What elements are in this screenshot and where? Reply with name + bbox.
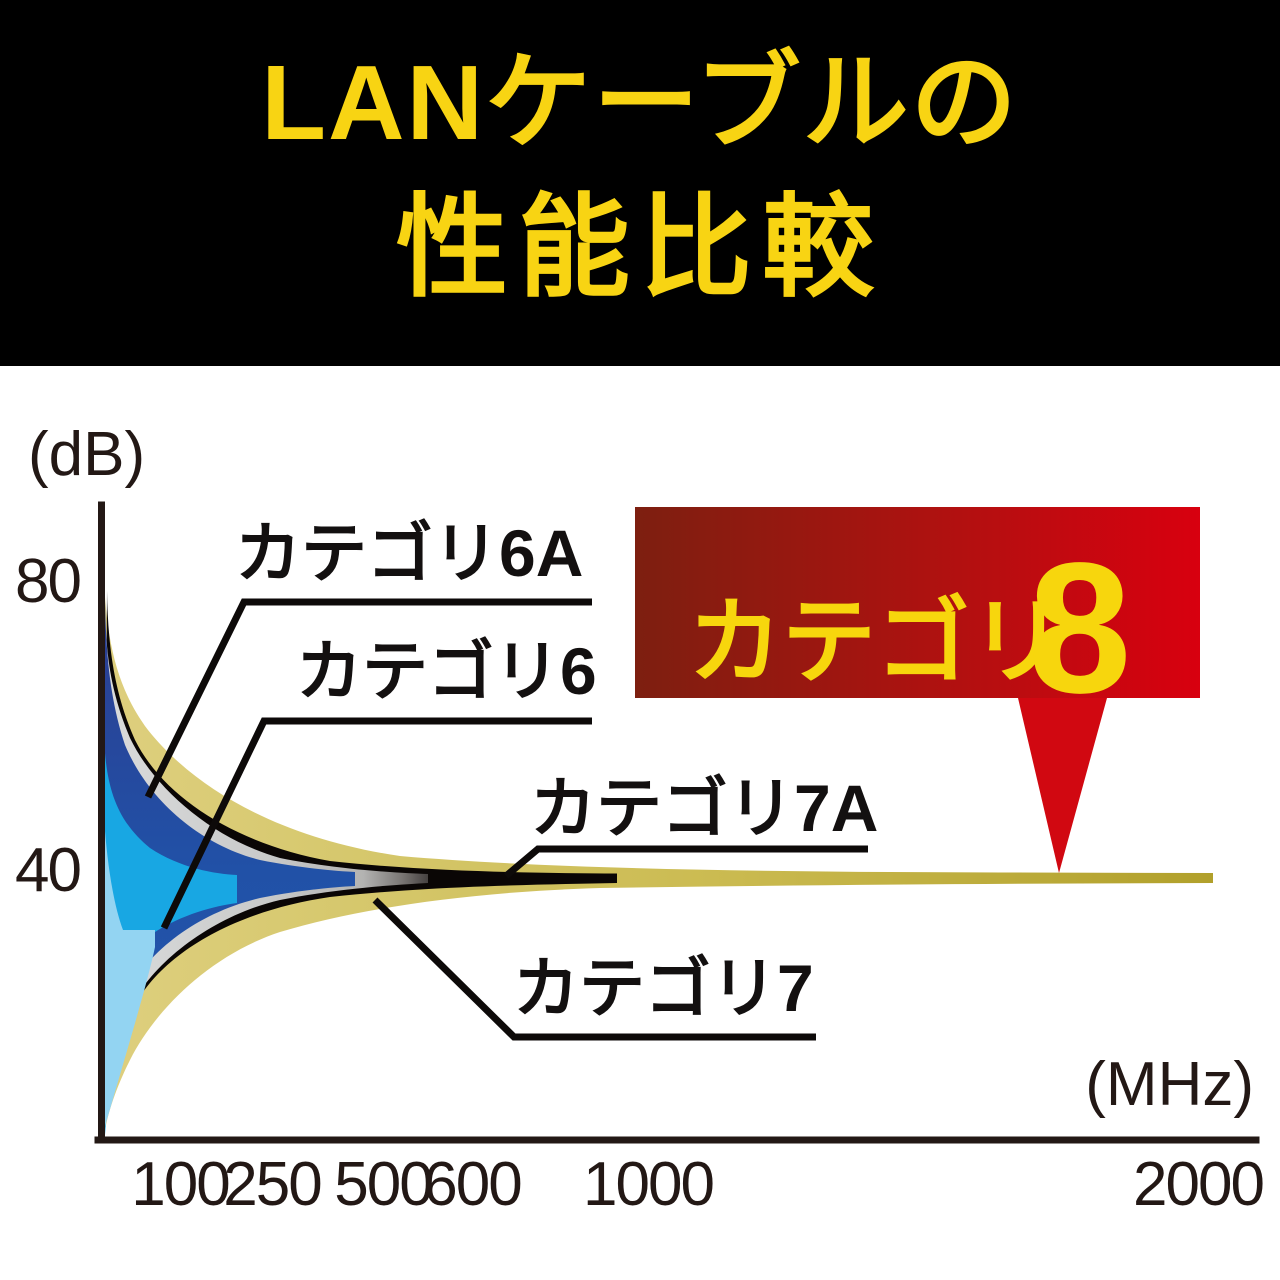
- cat8-badge-number: 8: [1028, 525, 1131, 732]
- band-cat6a-darkblue: [104, 600, 355, 1138]
- callout-labels: カテゴリ6A カテゴリ6 カテゴリ7A カテゴリ7: [235, 516, 878, 1025]
- x-tick-250: 250: [223, 1150, 321, 1219]
- x-tick-1000: 1000: [583, 1150, 713, 1219]
- callout-line-cat6a: [144, 598, 592, 799]
- cat8-badge: カテゴリ 8: [635, 507, 1200, 873]
- callout-line-cat6: [160, 717, 592, 930]
- callout-line-cat7: [372, 897, 816, 1041]
- y-tick-40: 40: [15, 836, 80, 905]
- x-tick-2000: 2000: [1133, 1150, 1263, 1219]
- callout-lines: [144, 598, 868, 1041]
- x-tick-500: 500: [334, 1150, 432, 1219]
- cat8-badge-label: カテゴリ: [688, 589, 1064, 694]
- axes: [94, 501, 1260, 1144]
- label-cat6a: カテゴリ6A: [235, 516, 583, 590]
- x-tick-600: 600: [423, 1150, 521, 1219]
- label-cat7: カテゴリ7: [513, 951, 814, 1025]
- header-banner: LANケーブルの 性能比較: [0, 0, 1280, 366]
- page-title-line1: LANケーブルの: [261, 44, 1019, 162]
- y-tick-labels: 80 40: [15, 547, 82, 905]
- callout-line-cat7a: [503, 845, 868, 879]
- y-axis-unit: (dB): [28, 420, 145, 489]
- x-axis-unit: (MHz): [1085, 1050, 1254, 1119]
- band-inner-paleblue: [104, 818, 155, 1130]
- label-cat7a: カテゴリ7A: [530, 771, 878, 845]
- band-cat7a-black: [104, 591, 617, 1138]
- cat8-badge-rect: [635, 507, 1200, 698]
- page-title-line2: 性能比較: [396, 185, 884, 310]
- band-cat8-olive: [104, 580, 1213, 1138]
- band-cat6-cyan: [104, 737, 237, 1135]
- cat8-pointer-triangle: [1018, 698, 1107, 873]
- y-tick-80: 80: [15, 547, 80, 616]
- x-tick-100: 100: [131, 1150, 229, 1219]
- x-tick-labels: 100 250 500 600 1000 2000: [131, 1150, 1265, 1219]
- label-cat6: カテゴリ6: [296, 634, 597, 708]
- category-bands: [104, 580, 1213, 1138]
